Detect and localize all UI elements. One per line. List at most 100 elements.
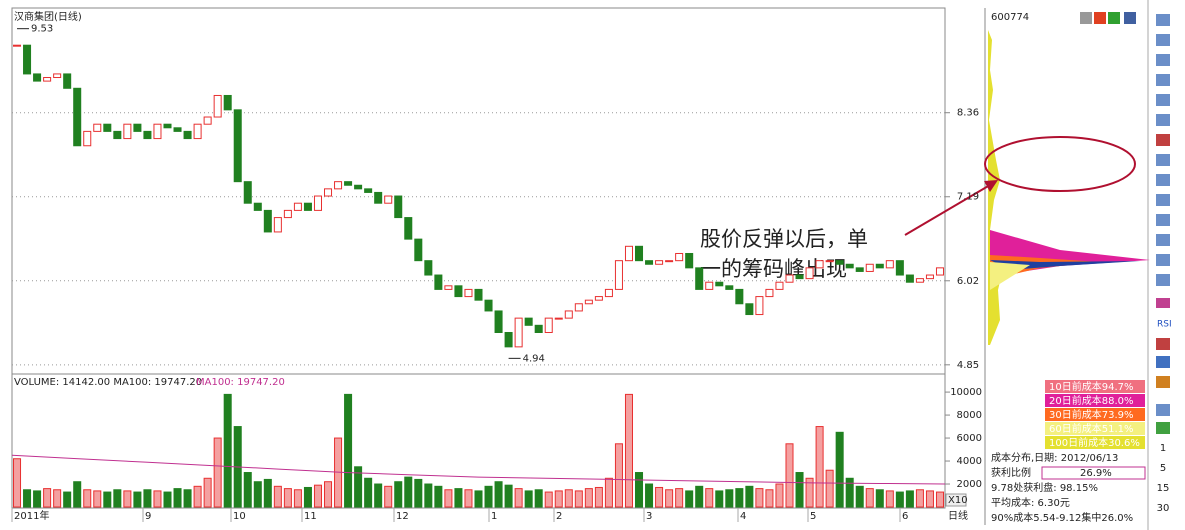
volume-bar — [875, 489, 884, 508]
volume-bar — [83, 489, 92, 508]
x-tick-label: 2011年 — [14, 509, 49, 522]
volume-tick-label: 2000 — [957, 479, 982, 490]
volume-bar — [143, 489, 152, 508]
candle-body — [163, 123, 172, 129]
volume-bar — [665, 489, 674, 508]
candle-body — [183, 130, 192, 140]
candle-body — [815, 260, 824, 269]
volume-bar — [273, 485, 282, 508]
candle-body — [805, 267, 814, 280]
candle-body — [404, 217, 413, 240]
candle-body — [845, 263, 854, 269]
annotation-overlay — [904, 136, 1136, 236]
volume-bar — [494, 481, 503, 508]
volume-bar — [374, 483, 383, 508]
candle-body — [935, 267, 944, 276]
volume-bar — [685, 490, 694, 508]
chip-legend-label: 100日前成本30.6% — [1049, 436, 1140, 449]
volume-bar — [604, 477, 613, 508]
chip-legend-label: 30日前成本73.9% — [1049, 408, 1134, 421]
volume-bar — [364, 477, 373, 508]
volume-bar — [614, 443, 623, 508]
period-button[interactable]: 15 — [1157, 483, 1170, 494]
candle-body — [785, 274, 794, 283]
volume-bar — [484, 485, 493, 508]
scale-box[interactable] — [945, 493, 967, 507]
candle-body — [193, 123, 202, 140]
candle-body — [394, 195, 403, 219]
volume-bar — [755, 488, 764, 508]
volume-bar — [303, 486, 312, 508]
candle-body — [905, 274, 914, 283]
period-button[interactable]: 1 — [1160, 443, 1166, 454]
volume-bar — [203, 477, 212, 508]
volume-tick-label: 4000 — [957, 456, 982, 467]
volume-bar — [243, 472, 252, 508]
candle-body — [735, 288, 744, 305]
candle-body — [243, 181, 252, 204]
volume-bar — [935, 491, 944, 508]
volume-bar — [635, 472, 644, 508]
x-tick-label: 3 — [646, 511, 652, 522]
volume-bar — [53, 489, 62, 508]
volume-bar — [544, 491, 553, 508]
volume-tick-label: 10000 — [950, 387, 982, 398]
volume-bar — [645, 483, 654, 508]
candle-body — [915, 278, 924, 283]
candle-body — [203, 116, 212, 125]
volume-bar — [73, 481, 82, 508]
volume-bar — [785, 443, 794, 508]
toolbar-icons[interactable] — [1080, 12, 1170, 434]
volume-bar — [574, 490, 583, 508]
volume-bar — [725, 489, 734, 508]
high-label: 9.53 — [31, 24, 53, 35]
toolbar-rsi[interactable]: RSI — [1157, 320, 1172, 330]
candle-body — [33, 73, 42, 82]
candle-body — [524, 317, 533, 326]
candle-body — [424, 260, 433, 276]
volume-bar — [825, 469, 834, 508]
low-label: 4.94 — [523, 353, 545, 364]
volume-bar — [675, 488, 684, 508]
candle-body — [775, 281, 784, 290]
volume-bar — [33, 490, 42, 508]
volume-bar — [564, 489, 573, 508]
x-tick-label: 9 — [145, 511, 151, 522]
volume-bar — [123, 490, 132, 508]
volume-bar — [464, 489, 473, 508]
candle-body — [544, 317, 553, 333]
candle-body — [414, 238, 423, 262]
candle-body — [344, 181, 353, 186]
volume-bar — [775, 483, 784, 508]
volume-bar — [263, 478, 272, 508]
candle-body — [454, 285, 463, 298]
volume-ma-line — [11, 454, 946, 485]
period-button[interactable]: 5 — [1160, 463, 1166, 474]
volume-bar — [253, 481, 262, 508]
volume-bar — [805, 477, 814, 508]
volume-bar — [695, 485, 704, 508]
candle-body — [614, 260, 623, 290]
x-tick-label: 11 — [304, 511, 317, 522]
candle-body — [865, 263, 874, 272]
candle-body — [293, 202, 302, 211]
candle-body — [635, 245, 644, 262]
scale-tag[interactable]: X10 — [948, 495, 968, 506]
volume-bar — [554, 490, 563, 508]
volume-bar — [424, 483, 433, 508]
candle-body — [103, 123, 112, 132]
candle-body — [504, 331, 513, 348]
candle-body — [113, 130, 122, 140]
volume-bar — [454, 488, 463, 508]
candle-body — [283, 209, 292, 219]
volume-bar — [895, 491, 904, 508]
volume-bar — [584, 488, 593, 508]
candle-body — [63, 73, 72, 89]
volume-bar — [915, 489, 924, 508]
volume-bar — [313, 484, 322, 508]
volume-bar — [384, 485, 393, 508]
candle-body — [173, 127, 182, 132]
period-button[interactable]: 30 — [1157, 503, 1170, 514]
volume-bar — [183, 489, 192, 508]
candle-body — [223, 94, 232, 111]
